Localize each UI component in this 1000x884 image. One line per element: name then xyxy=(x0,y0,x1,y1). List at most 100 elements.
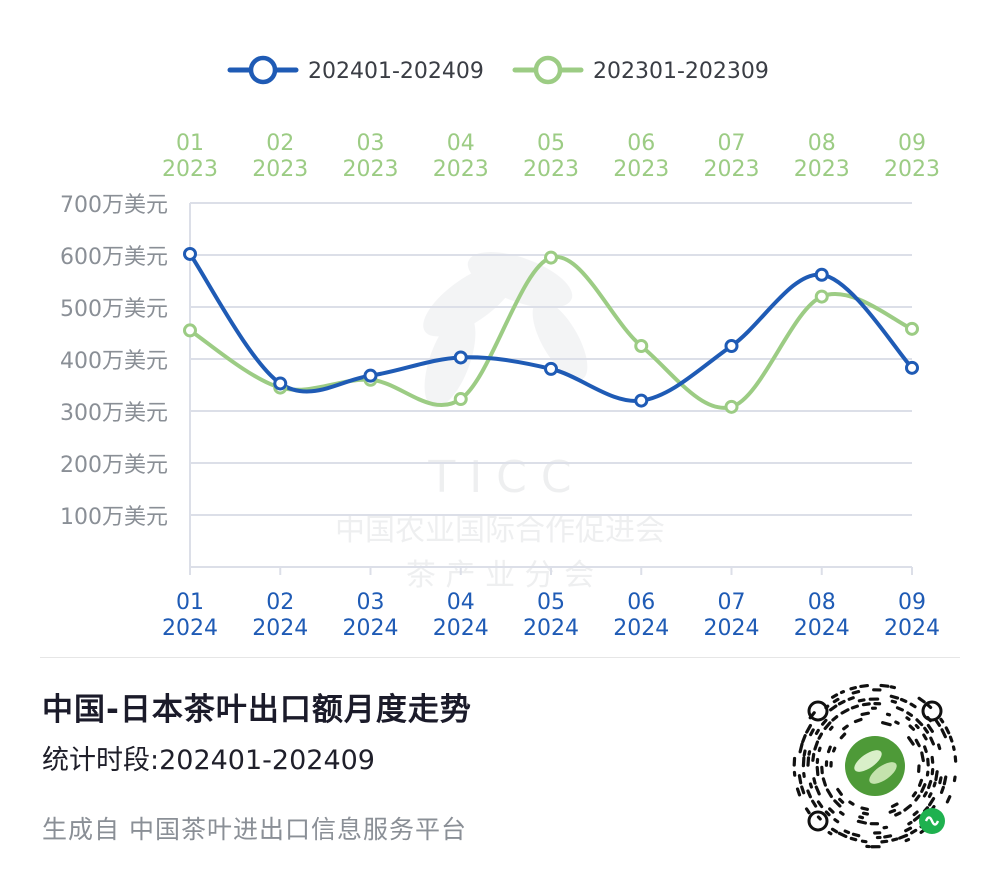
qr-dot xyxy=(836,787,843,796)
qr-dot xyxy=(937,743,942,751)
qr-dot xyxy=(914,794,921,802)
period-label: 统计时段:202401-202409 xyxy=(42,745,375,776)
x-top-tick-label-month: 01 xyxy=(176,131,204,156)
chart-area: T I C C 中国农业国际合作促进会 茶 产 业 分 会 100万美元 200万… xyxy=(60,55,940,641)
qr-dot xyxy=(912,810,919,817)
qr-dot xyxy=(804,807,811,815)
y-axis: 100万美元 200万美元 300万美元 400万美元 500万美元 600万美元 700万… xyxy=(60,193,168,530)
qr-dot xyxy=(910,828,918,835)
data-point-202401-202409 xyxy=(634,393,649,408)
qr-dot xyxy=(808,782,813,789)
y-tick-label: 600万美元 xyxy=(60,245,168,270)
qr-dot xyxy=(814,728,820,736)
qr-dot xyxy=(917,696,926,704)
qr-dot xyxy=(932,781,937,788)
chart-title: 中国-日本茶叶出口额月度走势 xyxy=(42,692,472,728)
qr-dot xyxy=(839,690,846,695)
qr-dot xyxy=(831,715,839,722)
qr-dot xyxy=(914,738,921,748)
qr-dot xyxy=(823,721,832,731)
x-tick-label-year: 2024 xyxy=(704,616,760,641)
x-tick-label-month: 04 xyxy=(447,590,475,615)
qr-dot xyxy=(817,746,822,753)
qr-dot xyxy=(809,728,815,737)
qr-dot xyxy=(826,745,832,754)
x-top-tick-label-month: 02 xyxy=(266,131,294,156)
data-point-202301-202309 xyxy=(183,323,197,338)
x-top-tick-label-month: 08 xyxy=(808,131,836,156)
qr-dot xyxy=(923,745,928,754)
qr-dot xyxy=(830,827,839,834)
x-top-tick-label-month: 03 xyxy=(357,131,385,156)
qr-dot xyxy=(824,810,831,817)
qr-dot xyxy=(885,712,892,717)
x-tick-label-year: 2024 xyxy=(884,616,940,641)
qr-dot xyxy=(850,704,859,710)
qr-dot xyxy=(856,819,867,825)
legend-label: 202401-202409 xyxy=(308,59,484,84)
mini-program-badge-icon xyxy=(919,808,945,834)
x-axis-bottom-2024: 0120240220240320240420240520240620240720… xyxy=(162,590,940,641)
qr-dot xyxy=(879,683,890,688)
qr-dot xyxy=(800,785,806,795)
qr-dot xyxy=(912,814,922,822)
qr-dot xyxy=(914,723,920,730)
qr-dot xyxy=(930,755,935,764)
qr-dot xyxy=(832,697,840,704)
data-point-202401-202409 xyxy=(273,376,288,391)
x-axis-top-2023: 0120230220230320230420230520230620230720… xyxy=(162,131,940,182)
data-point-202301-202309 xyxy=(905,321,919,336)
x-tick-label-month: 05 xyxy=(537,590,565,615)
qr-dot xyxy=(934,719,942,727)
qr-dot xyxy=(821,718,828,726)
data-point-202301-202309 xyxy=(453,392,468,407)
qr-dot xyxy=(851,689,861,695)
qr-dot xyxy=(944,726,951,735)
qr-dot xyxy=(838,797,845,804)
qr-dot xyxy=(889,694,900,700)
qr-dot xyxy=(890,802,899,808)
qr-dot xyxy=(817,732,823,740)
qr-dot xyxy=(894,720,900,725)
legend-marker xyxy=(533,55,563,85)
x-tick-label-month: 06 xyxy=(627,590,655,615)
qr-dot xyxy=(920,751,925,763)
qr-dot xyxy=(908,724,916,731)
qr-dot xyxy=(814,785,821,796)
qr-dot xyxy=(906,711,914,717)
qr-dot xyxy=(812,777,817,785)
legend[interactable]: 202401-202409 202301-202309 xyxy=(227,55,769,85)
qr-dot xyxy=(825,788,833,799)
qr-corner-marks xyxy=(807,700,943,832)
qr-dot xyxy=(840,708,850,715)
qr-dot xyxy=(839,732,847,740)
qr-dot xyxy=(816,800,824,809)
qr-dot xyxy=(927,792,933,799)
qr-dot xyxy=(926,723,934,733)
mini-program-qr-code-icon[interactable] xyxy=(790,681,960,851)
qr-dot xyxy=(898,833,909,840)
legend-label: 202301-202309 xyxy=(593,59,769,84)
x-tick-label-month: 09 xyxy=(898,590,926,615)
qr-dot xyxy=(951,745,956,751)
x-tick-label-month: 01 xyxy=(176,590,204,615)
qr-dot xyxy=(848,800,855,806)
divider xyxy=(40,657,960,658)
data-point-202301-202309 xyxy=(814,289,829,304)
qr-dot xyxy=(821,777,827,787)
qr-dot xyxy=(928,796,936,807)
source-label: 生成自 中国茶叶进出口信息服务平台 xyxy=(42,815,467,844)
qr-dot xyxy=(895,706,904,712)
x-top-tick-label-month: 04 xyxy=(447,131,475,156)
data-point-202401-202409 xyxy=(183,246,197,261)
y-tick-label: 200万美元 xyxy=(60,453,168,478)
x-tick-label-month: 02 xyxy=(266,590,294,615)
tea-leaf-icon xyxy=(845,736,905,796)
qr-dot xyxy=(837,831,848,839)
x-tick-label-year: 2024 xyxy=(162,616,218,641)
watermark-line2: 中国农业国际合作促进会 xyxy=(335,513,665,548)
x-top-tick-label-year: 2023 xyxy=(613,157,669,182)
qr-dot xyxy=(832,746,837,753)
y-tick-label: 100万美元 xyxy=(60,505,168,530)
qr-dot xyxy=(883,834,893,839)
